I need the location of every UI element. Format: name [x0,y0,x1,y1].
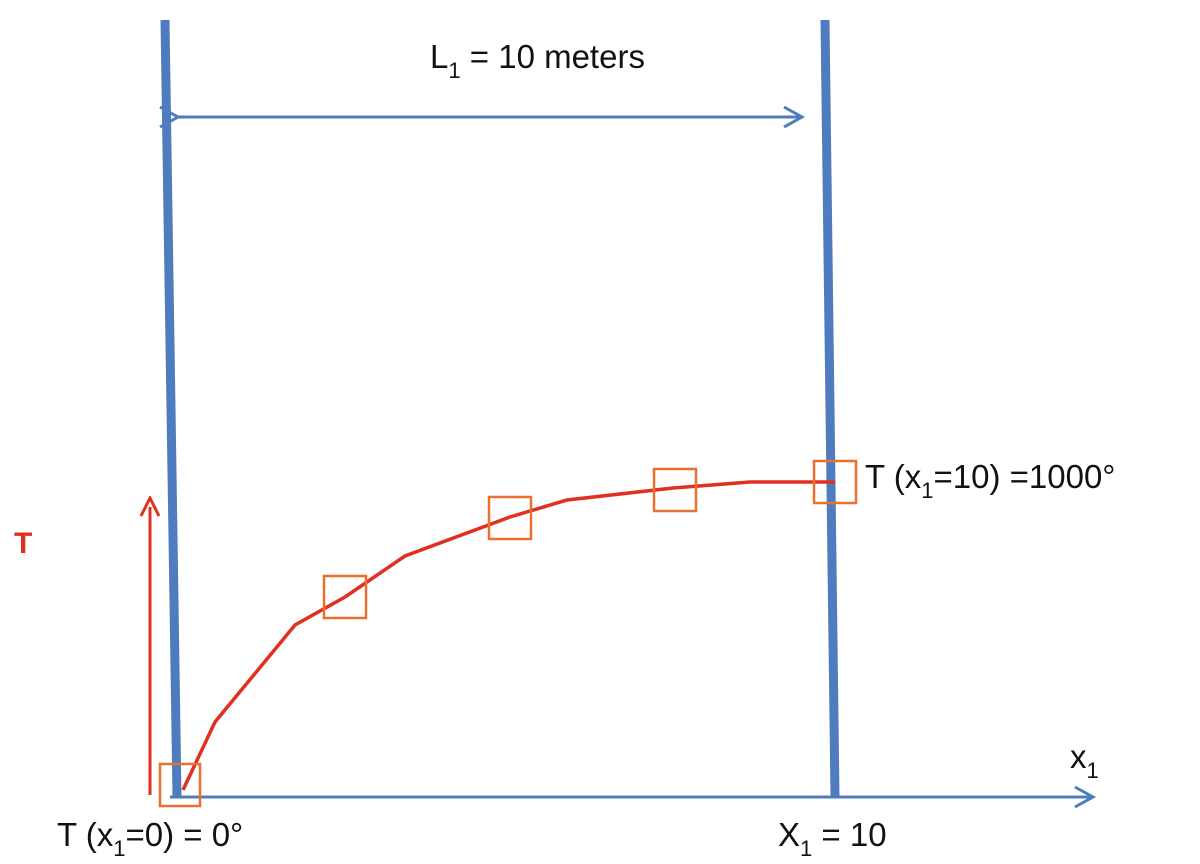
temperature-curve [181,480,835,791]
text: x [1070,738,1087,775]
text: T (x [57,816,114,853]
sample-point [158,762,202,808]
text: =10) =1000° [933,458,1115,495]
text: = 10 [812,816,886,853]
t-axis-label: T [14,527,32,560]
text: X [778,816,800,853]
x-axis-label: x1 [1070,738,1099,783]
right-wall [820,19,840,798]
sample-point [322,574,368,620]
subscript: 1 [1087,758,1099,783]
text: T (x [865,458,922,495]
start-temp-label: T (x1=0) = 0° [57,816,243,861]
end-pos-label: X1 = 10 [778,816,887,861]
subscript: 1 [113,836,125,861]
sample-points [158,459,858,808]
sample-point [652,467,698,513]
sample-point [487,495,533,541]
subscript: 1 [921,478,933,503]
subscript: 1 [448,58,460,83]
text: =0) = 0° [125,816,243,853]
subscript: 1 [800,836,812,861]
text: L [430,38,448,75]
text: = 10 meters [461,38,645,75]
length-label: L1 = 10 meters [430,38,645,83]
sample-point [812,459,858,505]
end-temp-label: T (x1=10) =1000° [865,458,1116,503]
left-wall [160,19,182,798]
